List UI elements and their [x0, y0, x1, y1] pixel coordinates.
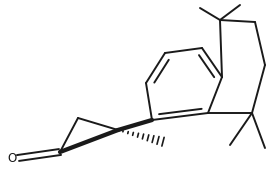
Text: O: O	[7, 151, 17, 164]
